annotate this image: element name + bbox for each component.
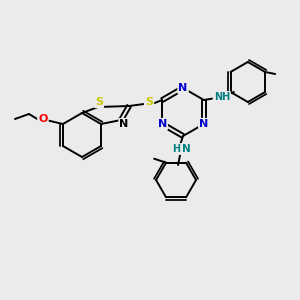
Text: O: O: [38, 114, 48, 124]
Text: N: N: [158, 119, 167, 129]
Text: NH: NH: [214, 92, 230, 102]
Text: N: N: [182, 144, 190, 154]
Text: N: N: [178, 83, 188, 93]
Text: N: N: [119, 119, 129, 129]
Text: S: S: [145, 97, 153, 107]
Text: N: N: [199, 119, 208, 129]
Text: S: S: [95, 97, 103, 107]
Text: H: H: [172, 144, 180, 154]
